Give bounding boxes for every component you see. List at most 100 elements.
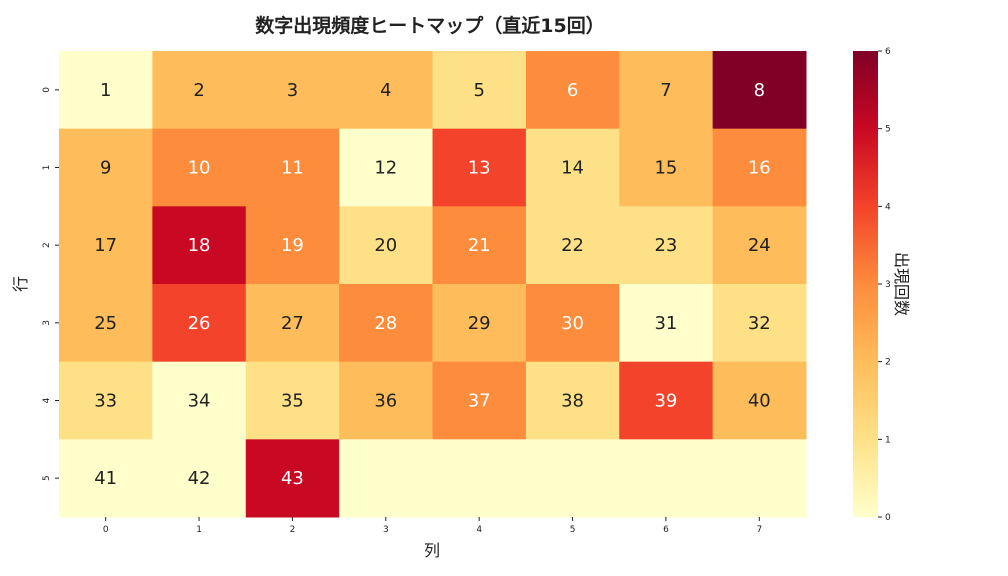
heatmap-cell — [619, 128, 714, 207]
heatmap-cell — [339, 439, 433, 518]
x-tick-label: 3 — [383, 525, 389, 535]
cell-annotation: 39 — [654, 391, 677, 412]
cell-annotation: 13 — [468, 158, 491, 179]
heatmap-cell — [712, 361, 807, 440]
heatmap-cell — [712, 51, 807, 130]
x-axis-ticks: 0 1 2 3 4 5 6 7 — [103, 517, 762, 535]
cell-annotation: 17 — [94, 235, 117, 256]
heatmap-cell — [59, 51, 153, 130]
heatmap-cell — [525, 206, 620, 285]
cell-annotation: 26 — [188, 313, 211, 334]
cell-annotation: 29 — [468, 313, 491, 334]
cell-annotation: 33 — [94, 391, 117, 412]
heatmap-cell — [619, 51, 714, 130]
cell-annotation: 1 — [100, 80, 111, 101]
heatmap-cell — [525, 51, 620, 130]
colorbar-tick-label: 0 — [885, 513, 891, 523]
x-tick-label: 4 — [476, 525, 482, 535]
heatmap-cell — [432, 51, 527, 130]
heatmap-cell — [339, 128, 433, 207]
heatmap-cell — [525, 361, 620, 440]
heatmap-cell — [432, 284, 527, 363]
cell-annotation: 3 — [287, 80, 298, 101]
y-tick-label: 5 — [42, 475, 52, 481]
cell-annotation: 38 — [561, 391, 584, 412]
cell-annotation: 34 — [188, 391, 211, 412]
cell-annotation: 36 — [374, 391, 397, 412]
heatmap-cell — [339, 206, 433, 285]
heatmap-cell — [619, 439, 714, 518]
heatmap-cell — [339, 284, 433, 363]
heatmap-cell — [712, 439, 807, 518]
heatmap-cell — [712, 128, 807, 207]
y-axis-label: 行 — [11, 276, 30, 292]
colorbar-tick-label: 2 — [885, 358, 891, 368]
cell-annotation: 10 — [188, 158, 211, 179]
cell-annotation: 25 — [94, 313, 117, 334]
heatmap-cell — [59, 128, 153, 207]
y-axis-ticks: 0 1 2 3 4 5 — [42, 87, 59, 481]
y-tick-label: 3 — [42, 320, 52, 326]
heatmap-cell — [619, 284, 714, 363]
colorbar-tick-label: 5 — [885, 125, 891, 135]
heatmap-cell — [525, 284, 620, 363]
x-tick-label: 5 — [570, 525, 576, 535]
cell-annotation: 31 — [654, 313, 677, 334]
heatmap-cell — [525, 128, 620, 207]
heatmap-cell — [152, 439, 247, 518]
heatmap-cell — [619, 206, 714, 285]
heatmap-cell — [59, 361, 153, 440]
x-tick-label: 6 — [663, 525, 669, 535]
chart-title: 数字出現頻度ヒートマップ（直近15回） — [255, 14, 604, 37]
cell-annotation: 16 — [748, 158, 771, 179]
cell-annotation: 37 — [468, 391, 491, 412]
cell-annotation: 27 — [281, 313, 304, 334]
cell-annotation: 18 — [188, 235, 211, 256]
x-tick-label: 1 — [196, 525, 202, 535]
heatmap-cell — [152, 284, 247, 363]
cell-annotation: 15 — [654, 158, 677, 179]
cell-annotation: 41 — [94, 468, 117, 489]
heatmap-cell — [245, 361, 340, 440]
cell-annotation: 21 — [468, 235, 491, 256]
y-tick-label: 1 — [42, 165, 52, 171]
colorbar-tick-label: 4 — [885, 202, 891, 212]
heatmap-cell — [245, 439, 340, 518]
cell-annotation: 19 — [281, 235, 304, 256]
cell-annotation: 7 — [660, 80, 671, 101]
heatmap-cell — [59, 284, 153, 363]
cell-annotation: 43 — [281, 468, 304, 489]
cell-annotation: 23 — [654, 235, 677, 256]
cell-annotation: 32 — [748, 313, 771, 334]
x-axis-label: 列 — [424, 541, 440, 560]
y-tick-label: 2 — [42, 242, 52, 248]
cell-annotation: 4 — [380, 80, 391, 101]
cell-annotation: 42 — [188, 468, 211, 489]
cell-annotation: 20 — [374, 235, 397, 256]
x-tick-label: 2 — [290, 525, 296, 535]
cell-annotation: 6 — [567, 80, 578, 101]
cell-annotation: 22 — [561, 235, 584, 256]
cell-annotation: 28 — [374, 313, 397, 334]
colorbar-tick-label: 6 — [885, 47, 891, 57]
heatmap-cell — [59, 439, 153, 518]
heatmap-cell — [59, 206, 153, 285]
cell-annotation: 24 — [748, 235, 771, 256]
colorbar-label: 出現回数 — [892, 252, 911, 316]
colorbar — [853, 51, 878, 517]
colorbar-tick-label: 1 — [885, 435, 891, 445]
heatmap-cell — [152, 361, 247, 440]
heatmap-cell — [712, 284, 807, 363]
cell-annotation: 35 — [281, 391, 304, 412]
cell-annotation: 9 — [100, 158, 111, 179]
y-tick-label: 0 — [42, 87, 52, 93]
heatmap-cell — [245, 51, 340, 130]
y-tick-label: 4 — [42, 397, 52, 403]
colorbar-tick-label: 3 — [885, 280, 891, 290]
colorbar-ticks: 0 1 2 3 4 5 6 — [878, 47, 891, 523]
heatmap-cell — [525, 439, 620, 518]
heatmap-cell — [245, 284, 340, 363]
heatmap-cell — [339, 361, 433, 440]
heatmap-cell — [432, 439, 527, 518]
